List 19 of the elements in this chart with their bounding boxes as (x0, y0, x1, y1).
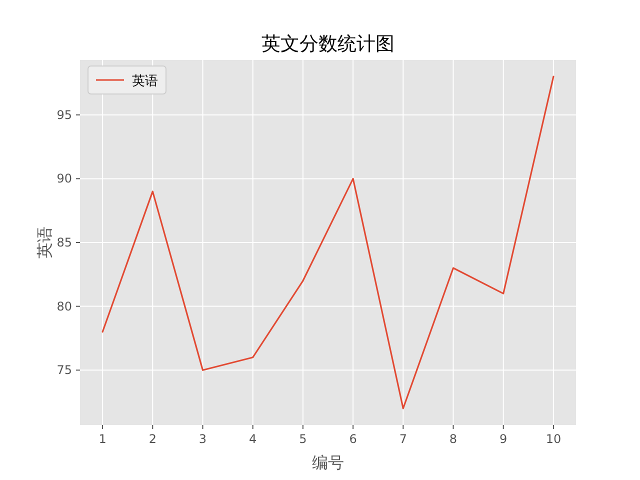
x-tick-label: 4 (249, 432, 257, 446)
x-tick-label: 2 (148, 432, 156, 446)
y-tick-label: 90 (56, 172, 72, 186)
legend-label: 英语 (132, 74, 158, 89)
x-tick-label: 10 (546, 432, 562, 446)
y-tick-label: 85 (56, 236, 72, 250)
y-tick-label: 95 (56, 108, 72, 122)
x-tick-label: 1 (98, 432, 106, 446)
x-tick-label: 9 (500, 432, 508, 446)
x-tick-label: 5 (299, 432, 307, 446)
y-tick-label: 75 (56, 363, 72, 378)
x-tick-label: 7 (399, 432, 407, 446)
x-tick-label: 6 (349, 432, 357, 446)
chart-title: 英文分数统计图 (262, 33, 394, 55)
x-tick-label: 3 (198, 432, 207, 446)
y-tick-label: 80 (56, 299, 72, 314)
x-axis-title: 编号 (312, 453, 344, 472)
x-tick-label: 8 (449, 432, 458, 446)
y-axis-title: 英语 (35, 226, 54, 258)
